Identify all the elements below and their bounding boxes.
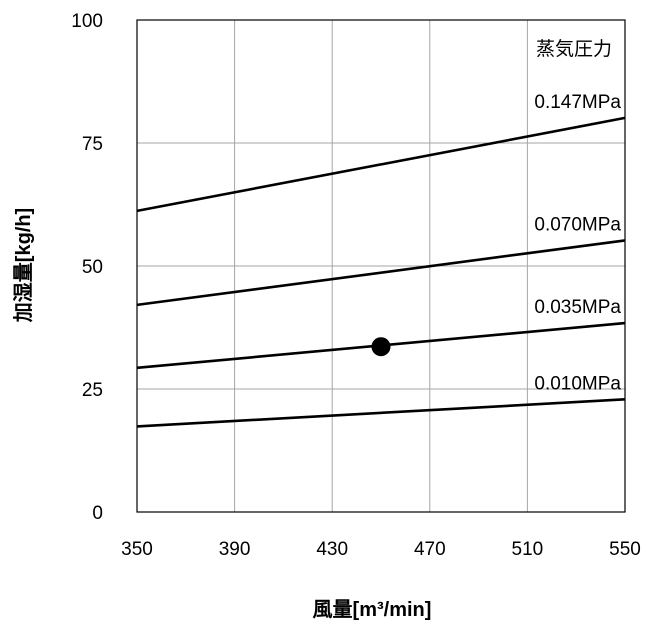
- y-axis-title: 加湿量[kg/h]: [12, 208, 35, 323]
- x-tick-labels: 350 390 430 470 510 550: [121, 539, 641, 560]
- legend-title: 蒸気圧力: [536, 38, 612, 60]
- data-point-marker: [371, 337, 391, 357]
- x-tick-label: 430: [316, 539, 348, 560]
- x-tick-label: 350: [121, 539, 153, 560]
- x-axis-title: 風量[m³/min]: [313, 598, 432, 621]
- x-tick-label: 510: [512, 539, 544, 560]
- y-tick-labels: 0 25 50 75 100: [71, 11, 103, 524]
- x-tick-label: 470: [414, 539, 446, 560]
- series-line: [136, 239, 626, 307]
- series-line: [136, 116, 626, 213]
- series-line: [136, 398, 626, 428]
- x-tick-label: 390: [219, 539, 251, 560]
- series-labels: 0.147MPa 0.070MPa 0.035MPa 0.010MPa: [534, 92, 621, 394]
- plot-frame: [136, 19, 626, 513]
- markers: [371, 337, 391, 357]
- y-tick-label: 25: [82, 380, 103, 401]
- series-label: 0.070MPa: [534, 214, 621, 235]
- x-tick-label: 550: [609, 539, 641, 560]
- y-tick-label: 50: [82, 257, 103, 278]
- y-tick-label: 0: [92, 503, 103, 524]
- series-label: 0.035MPa: [534, 297, 621, 318]
- y-tick-label: 75: [82, 134, 103, 155]
- series-label: 0.147MPa: [534, 92, 621, 113]
- series-label: 0.010MPa: [534, 373, 621, 394]
- y-tick-label: 100: [71, 11, 103, 32]
